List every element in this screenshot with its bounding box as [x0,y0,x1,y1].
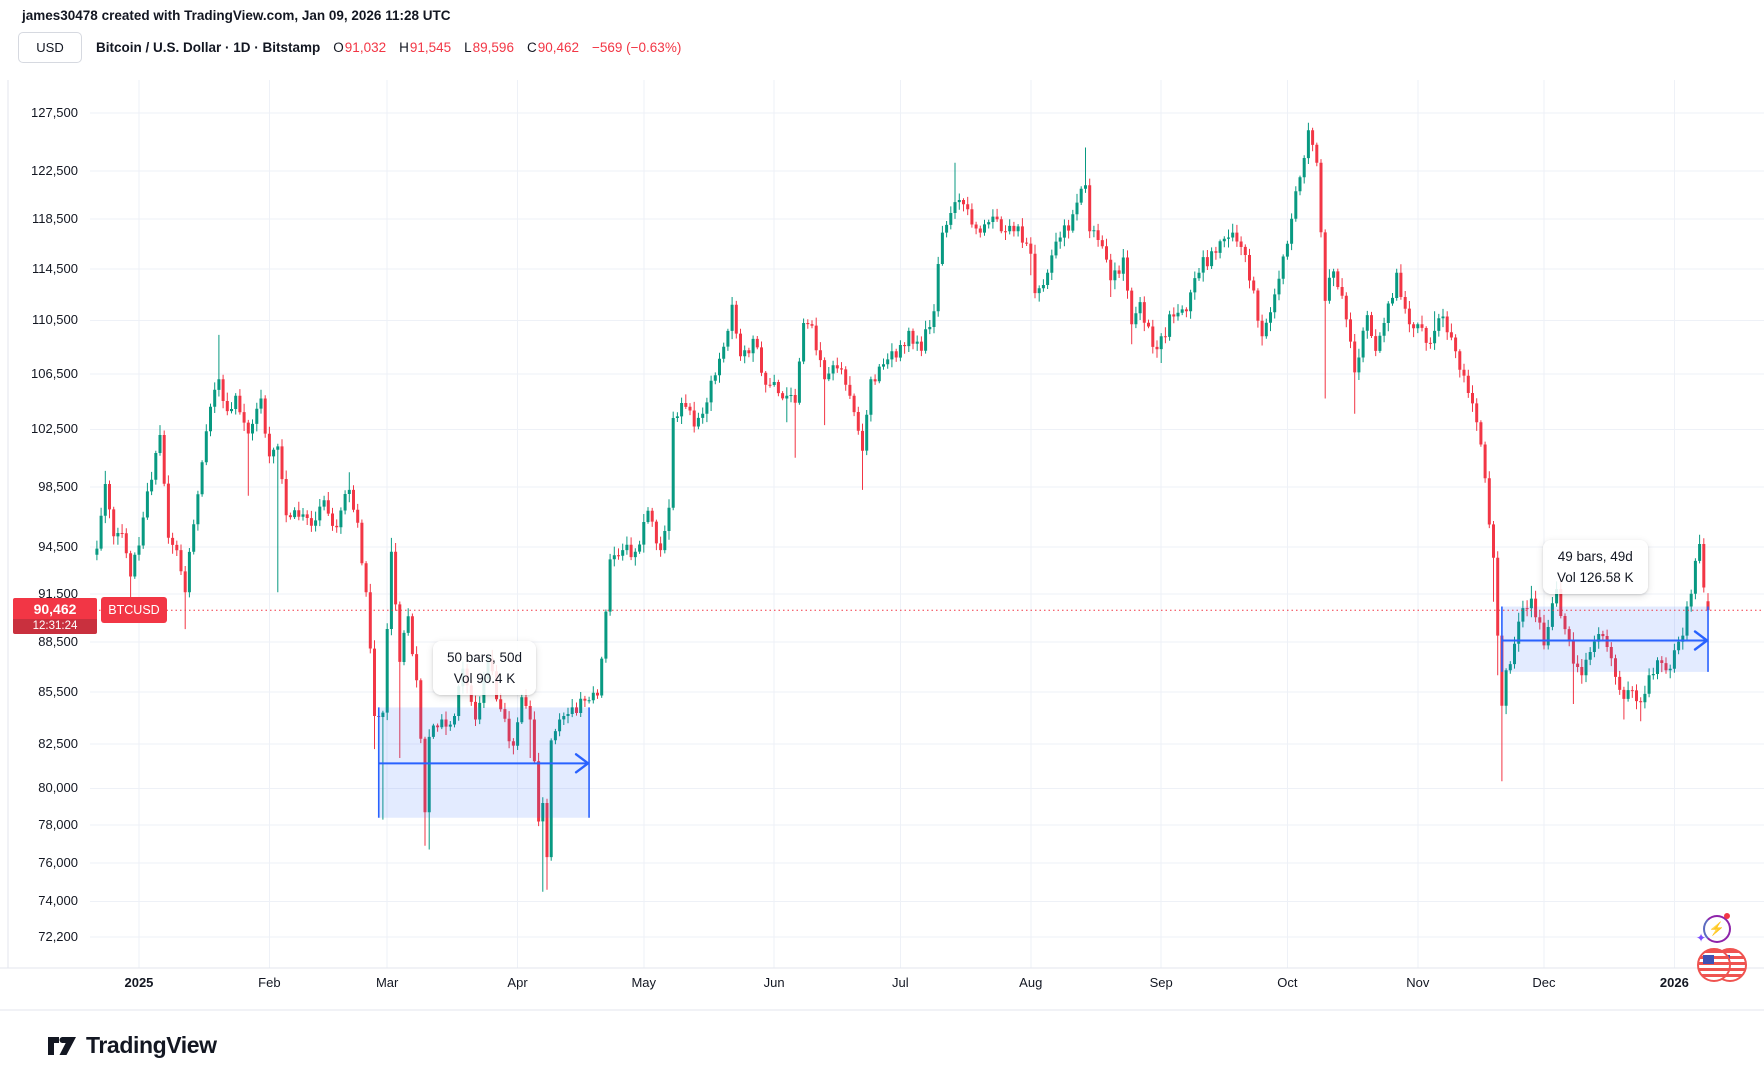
measure-volume-text: Vol 90.4 K [453,671,516,686]
measure-tooltip-december[interactable]: 49 bars, 49d Vol 126.58 K [1543,540,1648,594]
time-axis-label: May [631,975,657,990]
price-axis-label: 72,200 [38,929,78,945]
time-axis-label: Feb [258,975,281,990]
measure-bars-text: 50 bars, 50d [447,650,523,665]
time-axis-label: Oct [1277,975,1298,990]
measure-tooltip-march[interactable]: 50 bars, 50d Vol 90.4 K [433,641,537,695]
tradingview-logo-mark [48,1036,76,1055]
price-axis-label: 78,000 [38,817,78,833]
ohlc-close-letter: C [526,39,537,55]
ohlc-open-value: 91,032 [344,39,387,55]
ai-assistant-icon[interactable]: ⚡ ✦ [1696,913,1731,945]
ohlc-close: C 90,462 [527,40,579,55]
price-axis-label: 94,500 [38,539,78,555]
current-price-value: 90,462 [13,598,97,620]
price-axis-label: 98,500 [38,478,78,494]
price-axis-label: 82,500 [38,735,78,751]
time-axis-label: Sep [1149,975,1173,990]
ohlc-low-value: 89,596 [472,39,514,55]
ohlc-close-value: 90,462 [537,39,579,55]
price-axis-label: 76,000 [38,854,78,870]
up-candle-wicks [96,122,1701,892]
ohlc-open: O 91,032 [333,40,386,55]
time-axis-label: Jul [892,975,909,990]
price-axis-label: 106,500 [31,365,78,381]
price-axis-label: 114,500 [31,260,78,276]
range-arrow-icon [1693,630,1709,651]
price-axis-label: 127,500 [31,105,78,120]
current-price-label: 90,462 12:31:24 [13,598,97,635]
price-axis-label: 118,500 [31,211,78,227]
usd-flag-coins-icon[interactable] [1697,948,1747,984]
symbol-toolbar: USD Bitcoin / U.S. Dollar · 1D · Bitstam… [18,31,681,63]
ohlc-high-value: 91,545 [409,39,452,55]
down-candle-wicks [109,127,1709,890]
price-axis-label: 91,500 [38,585,78,601]
price-axis-label: 122,500 [31,162,78,178]
price-axis-label: 80,000 [38,780,78,796]
symbol-title: Bitcoin / U.S. Dollar · 1D · Bitstamp [96,39,321,55]
range-box-edges [377,707,590,818]
lightning-icon: ⚡ [1703,915,1731,943]
price-axis-label: 74,000 [38,893,78,909]
date-range-tool[interactable] [377,707,590,818]
measure-volume-text: Vol 126.58 K [1557,570,1634,585]
sparkle-icon: ✦ [1696,931,1707,945]
measure-bars-text: 49 bars, 49d [1557,549,1633,564]
time-axis-label: Jun [763,975,785,990]
notification-dot [1724,913,1730,919]
range-arrow-icon [574,753,590,774]
date-range-tool[interactable] [1501,606,1709,672]
grid-lines [90,80,1764,968]
range-box-edges [1501,606,1709,672]
flag-coin-icon [1697,948,1731,982]
chart-frame-lines [0,80,1764,1011]
time-axis-label: Mar [375,975,399,990]
price-axis-label: 110,500 [31,312,78,328]
time-axis-label: 2026 [1659,975,1689,990]
range-box [1501,606,1709,672]
time-axis-label: Dec [1532,975,1556,990]
ohlc-open-letter: O [333,39,344,55]
price-axis-label: 102,500 [31,421,78,437]
ohlc-low-letter: L [464,39,472,55]
price-change-value: −569 (−0.63%) [592,39,682,55]
tradingview-logo-text: TradingView [86,1032,217,1058]
symbol-info-line: Bitcoin / U.S. Dollar · 1D · Bitstamp O … [96,40,681,55]
time-axis-label: Apr [507,975,528,990]
ohlc-low: L 89,596 [464,40,514,55]
currency-button[interactable]: USD [18,31,82,63]
time-axis-label: 2025 [124,975,154,990]
ohlc-high-letter: H [399,39,409,55]
tradingview-logo[interactable]: TradingView [46,1032,217,1059]
symbol-price-badge: BTCUSD [101,597,167,624]
attribution-text: james30478 created with TradingView.com,… [22,8,451,23]
time-axis-label: Nov [1406,975,1430,990]
price-axis-label: 85,500 [38,684,78,700]
price-axis-label: 88,500 [38,634,78,650]
bar-close-countdown: 12:31:24 [13,619,97,635]
ohlc-high: H 91,545 [399,40,451,55]
time-axis-label: Aug [1019,975,1043,990]
up-candle-bodies [95,130,1702,858]
